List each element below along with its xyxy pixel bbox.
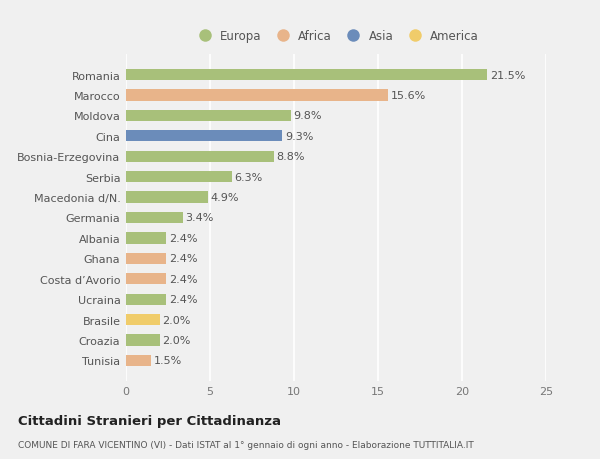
Bar [126,294,166,305]
Text: 15.6%: 15.6% [391,91,426,101]
Bar [126,111,290,122]
Text: 2.4%: 2.4% [169,254,197,264]
Text: Cittadini Stranieri per Cittadinanza: Cittadini Stranieri per Cittadinanza [18,414,281,428]
Bar [126,253,166,264]
Text: 21.5%: 21.5% [490,71,525,80]
Text: 6.3%: 6.3% [235,172,263,182]
Bar [126,314,160,325]
Text: 9.3%: 9.3% [285,132,313,141]
Text: 2.0%: 2.0% [162,335,190,345]
Text: 2.0%: 2.0% [162,315,190,325]
Bar [126,172,232,183]
Bar [126,131,282,142]
Text: 2.4%: 2.4% [169,274,197,284]
Bar [126,70,487,81]
Bar [126,213,183,224]
Text: 9.8%: 9.8% [293,111,322,121]
Bar [126,192,208,203]
Text: 8.8%: 8.8% [277,152,305,162]
Bar [126,274,166,285]
Bar [126,151,274,162]
Text: 3.4%: 3.4% [185,213,214,223]
Bar [126,90,388,101]
Bar [126,335,160,346]
Bar [126,355,151,366]
Text: COMUNE DI FARA VICENTINO (VI) - Dati ISTAT al 1° gennaio di ogni anno - Elaboraz: COMUNE DI FARA VICENTINO (VI) - Dati IST… [18,441,474,449]
Text: 4.9%: 4.9% [211,193,239,203]
Bar [126,233,166,244]
Text: 1.5%: 1.5% [154,356,182,365]
Legend: Europa, Africa, Asia, America: Europa, Africa, Asia, America [188,25,484,48]
Text: 2.4%: 2.4% [169,233,197,243]
Text: 2.4%: 2.4% [169,295,197,304]
